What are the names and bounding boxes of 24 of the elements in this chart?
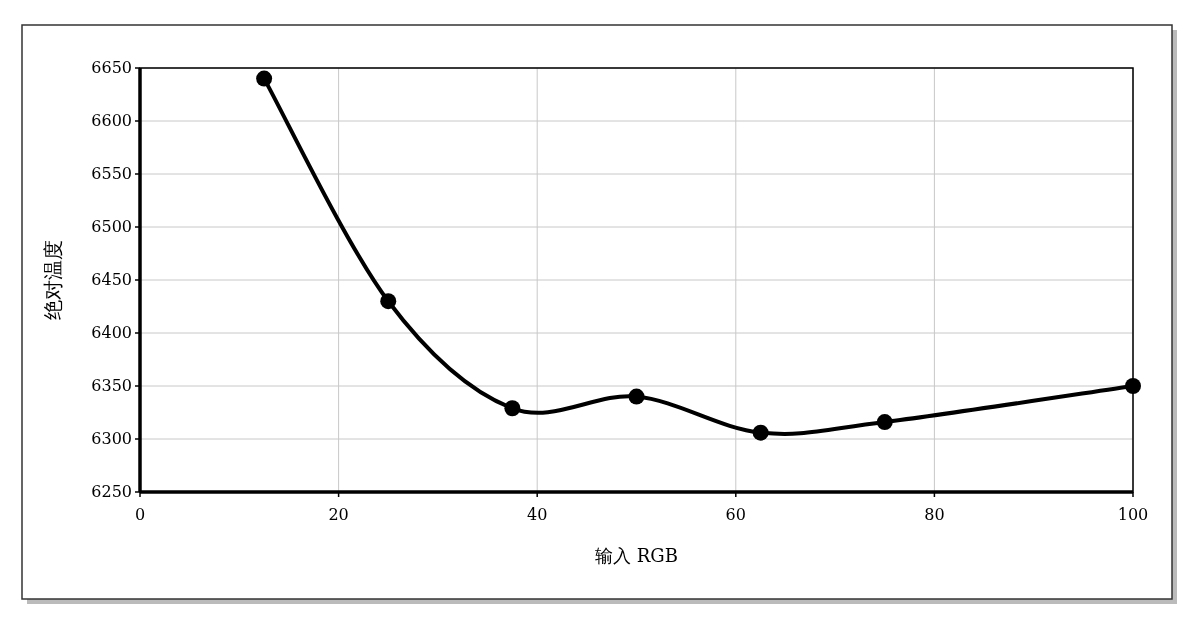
point — [256, 70, 273, 87]
y-tick-label: 6450 — [91, 270, 132, 289]
x-tick-label: 80 — [924, 505, 945, 524]
y-tick-label: 6650 — [91, 58, 132, 77]
y-tick-label: 6550 — [91, 164, 132, 183]
y-tick-label: 6350 — [91, 376, 132, 395]
point — [380, 293, 397, 310]
x-axis-title: 输入 RGB — [595, 545, 678, 566]
point — [628, 388, 645, 405]
y-tick-label: 6250 — [91, 482, 132, 501]
x-tick-label: 100 — [1117, 505, 1149, 524]
x-tick-label: 60 — [725, 505, 746, 524]
y-tick-label: 6600 — [91, 111, 132, 130]
point — [1125, 378, 1141, 394]
y-axis-title: 绝对温度 — [41, 240, 65, 320]
y-tick-label: 6300 — [91, 429, 132, 448]
point — [876, 414, 893, 431]
x-tick-label: 20 — [328, 505, 349, 524]
point — [752, 424, 769, 441]
y-tick-label: 6400 — [91, 323, 132, 342]
point — [504, 400, 521, 417]
x-tick-label: 40 — [527, 505, 548, 524]
x-tick-label: 0 — [134, 505, 146, 524]
y-tick-label: 6500 — [91, 217, 132, 236]
